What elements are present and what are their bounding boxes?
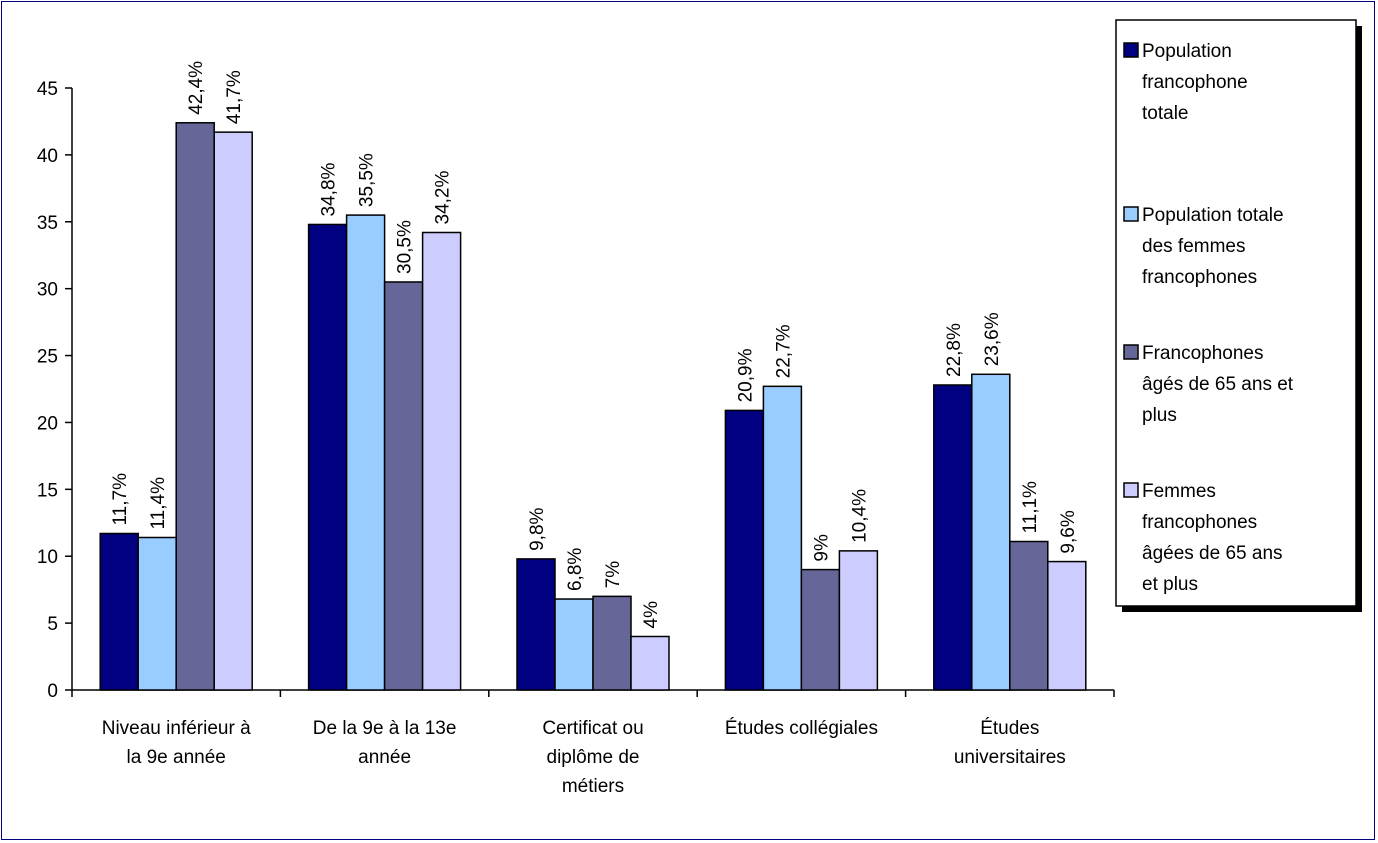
bar bbox=[213, 131, 253, 691]
bar bbox=[516, 558, 556, 691]
category-label-line: Études bbox=[980, 718, 1039, 739]
y-tick-label: 45 bbox=[37, 79, 58, 100]
legend-label: Population totale des femmes francophones bbox=[1142, 205, 1284, 288]
data-label: 6,8% bbox=[565, 548, 586, 591]
data-label: 11,4% bbox=[148, 477, 169, 530]
legend-label-line: francophones bbox=[1142, 512, 1257, 533]
data-label: 11,7% bbox=[110, 473, 131, 526]
bar bbox=[933, 384, 973, 691]
category-label-line: Certificat ou bbox=[542, 718, 643, 739]
legend-swatch bbox=[1123, 42, 1139, 58]
legend-label-line: Population bbox=[1142, 41, 1232, 62]
category-label: Études collégiales bbox=[725, 718, 878, 739]
y-tick-label: 40 bbox=[37, 146, 58, 167]
legend-label-line: Francophones bbox=[1142, 343, 1263, 364]
bar bbox=[838, 550, 879, 691]
bar bbox=[345, 214, 386, 691]
bar bbox=[137, 536, 177, 691]
y-tick-label: 20 bbox=[37, 413, 58, 434]
data-label: 23,6% bbox=[982, 312, 1003, 366]
category-labels: Niveau inférieur à la 9e année De la 9e à … bbox=[102, 718, 1066, 797]
category-label: Certificat ou diplôme de métiers bbox=[542, 718, 643, 797]
data-label: 22,8% bbox=[944, 323, 965, 377]
category-label-line: la 9e année bbox=[127, 747, 226, 768]
category-label-line: Études collégiales bbox=[725, 718, 878, 739]
legend-label-line: Femmes bbox=[1142, 481, 1216, 502]
category-label-line: universitaires bbox=[954, 747, 1066, 768]
legend-label: Population francophone totale bbox=[1142, 41, 1248, 124]
legend-label-line: âgés de 65 ans et bbox=[1142, 374, 1294, 395]
data-label: 34,8% bbox=[319, 162, 340, 216]
data-label: 34,2% bbox=[433, 171, 454, 225]
legend-label: Francophones âgés de 65 ans et plus bbox=[1142, 343, 1294, 426]
category-label: De la 9e à la 13e année bbox=[313, 718, 457, 768]
legend-swatch bbox=[1123, 344, 1139, 360]
category-label-line: Niveau inférieur à bbox=[102, 718, 251, 739]
data-label: 20,9% bbox=[735, 348, 756, 402]
y-tick-label: 15 bbox=[37, 480, 58, 501]
y-tick-label: 5 bbox=[47, 614, 58, 635]
bar bbox=[762, 385, 803, 691]
legend-label-line: Population totale bbox=[1142, 205, 1284, 226]
bar bbox=[800, 568, 841, 691]
legend-label-line: francophone bbox=[1142, 72, 1248, 93]
data-label: 9% bbox=[811, 534, 832, 562]
data-labels: 11,7% 11,4% 42,4% 41,7% 34,8% 35,5% 30,5% 34,2%… bbox=[110, 61, 1079, 629]
legend-swatch bbox=[1123, 206, 1139, 222]
category-label: Études universitaires bbox=[954, 718, 1066, 768]
bars bbox=[99, 122, 1087, 691]
legend: Population francophone totale Population to… bbox=[1115, 19, 1362, 612]
data-label: 7% bbox=[603, 561, 624, 589]
y-tick-label: 10 bbox=[37, 547, 58, 568]
bar bbox=[307, 223, 348, 691]
category-label: Niveau inférieur à la 9e année bbox=[102, 718, 251, 768]
category-label-line: métiers bbox=[562, 776, 624, 797]
bar bbox=[1009, 540, 1049, 691]
data-label: 22,7% bbox=[773, 324, 794, 378]
y-tick-label: 30 bbox=[37, 280, 58, 301]
legend-swatch bbox=[1123, 482, 1139, 498]
bar bbox=[554, 598, 594, 691]
bar bbox=[383, 281, 424, 691]
data-label: 10,4% bbox=[849, 489, 870, 543]
data-label: 30,5% bbox=[395, 220, 416, 274]
data-label: 9,8% bbox=[527, 507, 548, 550]
bar bbox=[724, 409, 765, 691]
data-label: 4% bbox=[641, 601, 662, 629]
legend-label-line: totale bbox=[1142, 103, 1188, 124]
legend-label-line: plus bbox=[1142, 405, 1177, 426]
bar bbox=[592, 595, 632, 691]
data-label: 11,1% bbox=[1020, 481, 1041, 534]
bar bbox=[99, 532, 139, 691]
legend-label-line: et plus bbox=[1142, 574, 1198, 595]
bar bbox=[630, 635, 670, 691]
legend-box bbox=[1115, 19, 1357, 607]
data-label: 42,4% bbox=[186, 61, 207, 115]
category-label-line: année bbox=[358, 747, 411, 768]
bar bbox=[971, 373, 1011, 691]
data-label: 41,7% bbox=[224, 70, 245, 124]
y-tick-label: 0 bbox=[47, 681, 58, 702]
category-label-line: diplôme de bbox=[547, 747, 640, 768]
legend-label: Femmes francophones âgées de 65 ans et plus bbox=[1142, 481, 1283, 595]
bar bbox=[1047, 560, 1087, 691]
data-label: 9,6% bbox=[1058, 510, 1079, 553]
legend-label-line: francophones bbox=[1142, 267, 1257, 288]
legend-label-line: des femmes bbox=[1142, 236, 1245, 257]
data-label: 35,5% bbox=[357, 153, 378, 207]
legend-label-line: âgées de 65 ans bbox=[1142, 543, 1283, 564]
category-label-line: De la 9e à la 13e bbox=[313, 718, 457, 739]
bar bbox=[421, 231, 462, 691]
y-tick-label: 25 bbox=[37, 347, 58, 368]
bar bbox=[175, 122, 215, 691]
y-tick-label: 35 bbox=[37, 213, 58, 234]
